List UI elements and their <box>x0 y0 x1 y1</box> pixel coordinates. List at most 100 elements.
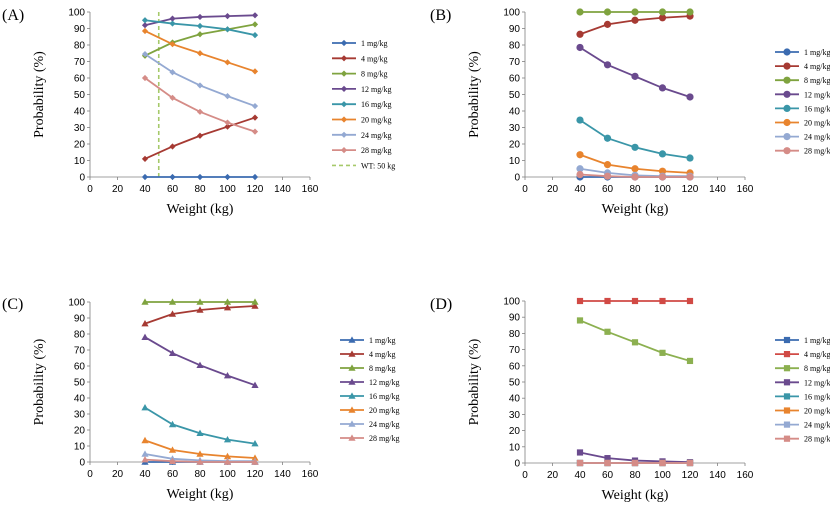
legend-entry: 16 mg/kg <box>332 100 391 109</box>
data-point <box>169 94 176 101</box>
data-point <box>196 361 204 368</box>
y-tick-label: 40 <box>74 107 86 118</box>
data-point <box>169 69 176 76</box>
data-point <box>224 119 231 126</box>
legend-label: 20 mg/kg <box>361 116 391 125</box>
legend-label: 4 mg/kg <box>361 54 387 63</box>
data-point <box>169 143 176 150</box>
legend-label: 1 mg/kg <box>361 39 387 48</box>
data-point <box>686 297 694 305</box>
data-point <box>631 72 639 80</box>
data-point <box>576 449 584 456</box>
x-tick-label: 80 <box>629 470 641 481</box>
y-tick-label: 10 <box>74 442 86 453</box>
legend-entry: 4 mg/kg <box>332 54 387 63</box>
legend-entry: 24 mg/kg <box>340 420 399 429</box>
data-point <box>196 108 204 115</box>
data-point <box>631 8 639 16</box>
x-tick-label: 160 <box>302 184 319 195</box>
data-point <box>251 128 259 135</box>
x-axis-title: Weight (kg) <box>167 202 234 217</box>
data-point <box>141 456 149 463</box>
data-point <box>251 68 259 75</box>
series-4-mg-kg <box>141 114 259 162</box>
data-point <box>576 317 584 324</box>
x-tick-label: 120 <box>247 184 264 195</box>
data-point <box>196 22 204 30</box>
data-point <box>168 298 177 305</box>
legend-label: WT: 50 kg <box>361 161 395 170</box>
data-point <box>576 151 584 159</box>
data-point <box>631 143 639 151</box>
series-line <box>144 406 256 445</box>
legend-swatch-marker <box>783 48 791 56</box>
y-tick-label: 50 <box>74 378 86 389</box>
series-line <box>144 53 256 107</box>
y-tick-label: 40 <box>509 107 521 118</box>
data-point <box>251 440 259 447</box>
data-point <box>196 13 204 21</box>
legend-entry: 8 mg/kg <box>775 76 830 85</box>
data-point <box>631 297 639 305</box>
y-tick-label: 80 <box>509 329 521 340</box>
panel-label: (C) <box>2 296 23 313</box>
data-point <box>631 16 639 24</box>
data-point <box>141 404 149 411</box>
series-4-mg-kg <box>576 12 694 38</box>
legend-label: 16 mg/kg <box>804 392 830 401</box>
data-point <box>169 15 176 22</box>
x-tick-label: 120 <box>682 470 699 481</box>
data-point <box>141 50 149 58</box>
legend-swatch-marker <box>783 421 791 428</box>
legend-swatch-marker <box>783 435 791 442</box>
series-28-mg-kg <box>576 170 694 181</box>
data-point <box>141 17 149 24</box>
y-tick-label: 70 <box>74 346 86 357</box>
data-point <box>576 8 584 16</box>
legend-entry: 1 mg/kg <box>340 336 395 345</box>
legend-entry: 4 mg/kg <box>775 62 830 71</box>
legend-entry: 20 mg/kg <box>340 406 399 415</box>
y-tick-label: 100 <box>68 298 85 309</box>
x-tick-label: 80 <box>194 184 206 195</box>
legend-entry: 20 mg/kg <box>775 407 830 416</box>
data-point <box>631 459 639 467</box>
x-tick-label: 100 <box>654 470 671 481</box>
legend-entry: 20 mg/kg <box>332 116 391 125</box>
data-point <box>251 173 259 181</box>
y-tick-label: 10 <box>74 156 86 167</box>
data-point <box>603 134 612 142</box>
data-point <box>168 457 177 464</box>
y-tick-label: 20 <box>74 426 86 437</box>
data-point <box>658 14 667 22</box>
chart-panel-0: (A) 0 10 20 30 40 50 60 70 80 90 100 0 20 40 60 80 100 120… <box>2 7 395 217</box>
legend-label: 16 mg/kg <box>804 104 830 113</box>
data-point <box>196 429 204 436</box>
series-8-mg-kg <box>576 8 694 16</box>
y-tick-label: 60 <box>74 74 86 85</box>
data-point <box>686 173 694 181</box>
data-point <box>168 349 177 356</box>
legend-entry: 28 mg/kg <box>775 147 830 156</box>
legend-label: 8 mg/kg <box>361 70 387 79</box>
y-tick-label: 50 <box>74 90 86 101</box>
legend-swatch-marker <box>340 85 348 92</box>
x-tick-label: 20 <box>112 184 124 195</box>
y-tick-label: 30 <box>74 410 86 421</box>
legend-entry: 16 mg/kg <box>340 392 399 401</box>
legend-entry: 1 mg/kg <box>775 336 830 345</box>
y-axis-title: Probability (%) <box>467 338 482 425</box>
x-axis-title: Weight (kg) <box>167 487 234 502</box>
data-point <box>659 297 666 305</box>
legend-label: 4 mg/kg <box>369 350 395 359</box>
legend-entry: 8 mg/kg <box>332 70 387 79</box>
y-tick-label: 90 <box>509 24 521 35</box>
legend-label: 8 mg/kg <box>804 76 830 85</box>
data-point <box>141 173 149 181</box>
legend-swatch-marker <box>340 147 348 154</box>
legend-swatch-marker <box>340 39 348 47</box>
data-point <box>631 165 639 173</box>
series-16-mg-kg <box>141 404 259 447</box>
legend-label: 16 mg/kg <box>361 100 391 109</box>
data-point <box>141 298 149 305</box>
